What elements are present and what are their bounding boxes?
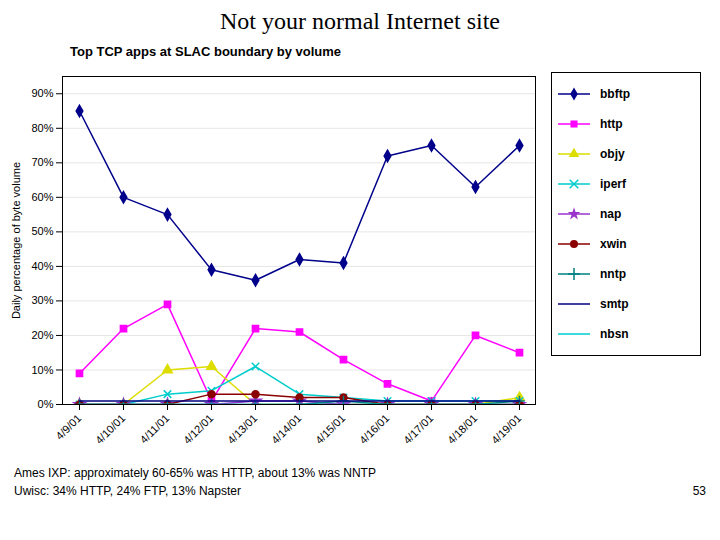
- html-text:Uwisc: 34% HTTP, 24% FTP, 13%: Uwisc: 34% HTTP, 24% FTP, 13% Napster: [14, 484, 241, 498]
- html-text:bbftp: bbftp: [600, 87, 630, 101]
- svg-text:Daily percentage of byte volum: Daily percentage of byte volume: [10, 162, 22, 319]
- svg-text:4/9/01: 4/9/01: [53, 412, 83, 442]
- html-text:smtp: smtp: [600, 297, 629, 311]
- svg-text:4/18/01: 4/18/01: [445, 412, 479, 446]
- html-text:nap: nap: [600, 207, 622, 221]
- html-text:nbsn: nbsn: [600, 327, 629, 341]
- svg-text:4/14/01: 4/14/01: [269, 412, 303, 446]
- svg-text:70%: 70%: [31, 156, 53, 168]
- svg-text:60%: 60%: [31, 191, 53, 203]
- svg-text:4/13/01: 4/13/01: [225, 412, 259, 446]
- html-text:objy: objy: [600, 147, 625, 161]
- svg-text:4/15/01: 4/15/01: [313, 412, 347, 446]
- svg-text:80%: 80%: [31, 122, 53, 134]
- html-text:53: 53: [692, 484, 706, 498]
- html-text:Ames IXP: approximately 60-65%: Ames IXP: approximately 60-65% was HTTP,…: [14, 466, 376, 480]
- svg-text:20%: 20%: [31, 329, 53, 341]
- svg-text:40%: 40%: [31, 260, 53, 272]
- svg-text:4/10/01: 4/10/01: [93, 412, 127, 446]
- svg-text:30%: 30%: [31, 294, 53, 306]
- svg-text:4/11/01: 4/11/01: [138, 412, 172, 446]
- svg-text:0%: 0%: [38, 398, 54, 410]
- html-text:Top TCP apps at SLAC boundary: Top TCP apps at SLAC boundary by volume: [70, 44, 342, 59]
- html-text:http: http: [600, 117, 623, 131]
- html-text:iperf: iperf: [600, 177, 626, 191]
- svg-text:4/19/01: 4/19/01: [489, 412, 523, 446]
- html-text:Not your normal Internet site: Not your normal Internet site: [220, 8, 500, 34]
- svg-text:4/12/01: 4/12/01: [181, 412, 215, 446]
- svg-text:50%: 50%: [31, 225, 53, 237]
- svg-text:10%: 10%: [31, 363, 53, 375]
- html-text:nntp: nntp: [600, 267, 626, 281]
- svg-text:4/17/01: 4/17/01: [401, 412, 435, 446]
- html-text:xwin: xwin: [600, 237, 627, 251]
- svg-text:4/16/01: 4/16/01: [357, 412, 391, 446]
- svg-text:90%: 90%: [31, 87, 53, 99]
